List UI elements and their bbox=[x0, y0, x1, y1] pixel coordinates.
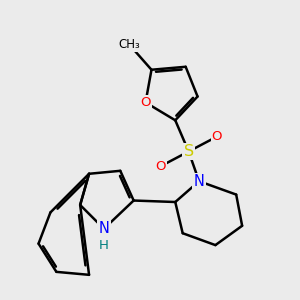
Text: S: S bbox=[184, 144, 194, 159]
Text: O: O bbox=[140, 96, 151, 109]
Text: O: O bbox=[155, 160, 166, 173]
Text: CH₃: CH₃ bbox=[118, 38, 140, 51]
Text: N: N bbox=[98, 221, 110, 236]
Text: N: N bbox=[194, 174, 205, 189]
Text: O: O bbox=[212, 130, 222, 143]
Text: H: H bbox=[99, 238, 109, 252]
